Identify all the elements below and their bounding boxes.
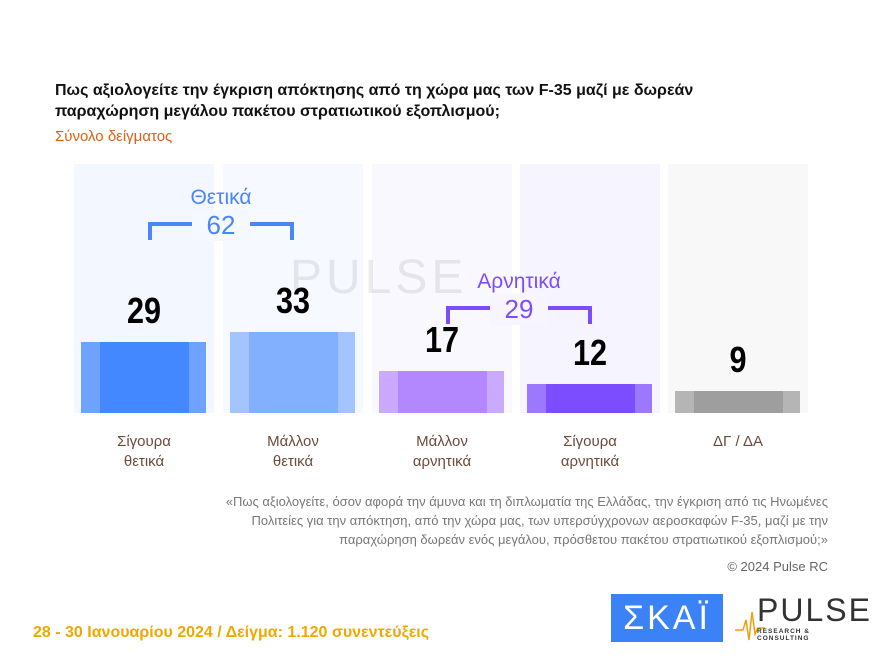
category-label: Μάλλον αρνητικά [412,433,472,470]
category-label: Σίγουρα θετικά [117,433,171,470]
bar [230,332,355,413]
pulse-logo: PULSE RESEARCH & CONSULTING [735,592,870,642]
column-background [520,164,660,413]
question-note: «Πως αξιολογείτε, όσον αφορά την άμυνα κ… [225,494,828,547]
bar [527,383,652,413]
copyright: © 2024 Pulse RC [727,559,828,574]
group-label: Θετικά [190,186,252,209]
chart-subtitle: Σύνολο δείγματος [55,128,173,145]
column-background [668,164,808,413]
value-label: 33 [275,280,311,322]
bar [379,371,504,413]
value-label: 17 [424,319,460,361]
bar [675,390,800,413]
category-label: ΔΓ / ΔΑ [713,433,763,450]
category-label: Μάλλον θετικά [267,433,319,470]
group-label: Αρνητικά [477,270,561,293]
group-total: 29 [490,294,548,325]
survey-footer: 28 - 30 Ιανουαρίου 2024 / Δείγμα: 1.120 … [33,624,430,641]
skai-logo: ΣΚΑΪ [611,594,723,642]
group-total: 62 [192,210,250,241]
value-label: 9 [729,338,747,380]
value-label: 29 [126,289,162,331]
chart-title: Πως αξιολογείτε την έγκριση απόκτησης απ… [55,82,694,120]
bar [81,341,206,413]
pulse-watermark: PULSE [290,251,468,304]
category-label: Σίγουρα αρνητικά [560,433,620,470]
value-label: 12 [572,331,608,373]
